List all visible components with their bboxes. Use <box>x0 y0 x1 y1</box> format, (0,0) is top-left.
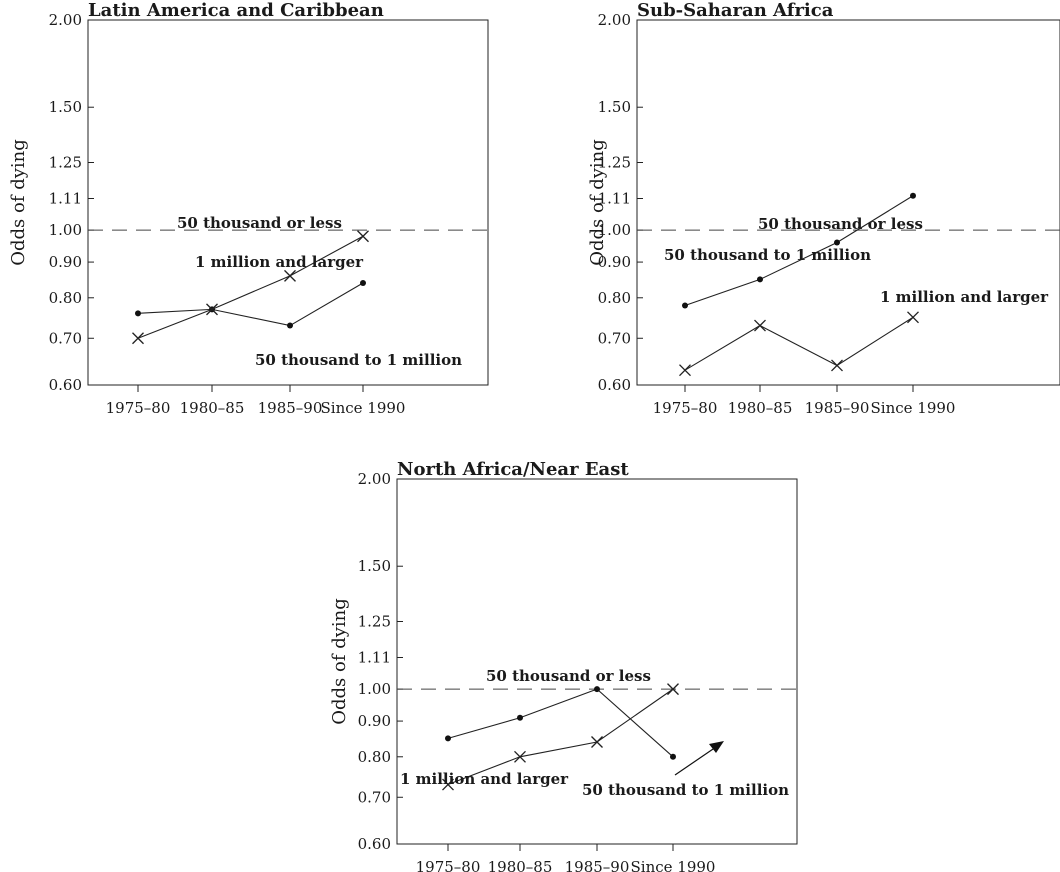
data-point-dot <box>360 279 366 286</box>
y-tick-label: 0.80 <box>358 748 391 766</box>
y-tick-label: 1.50 <box>358 557 391 575</box>
y-tick-label: 1.25 <box>49 153 82 171</box>
series-line-medium-city <box>137 282 364 327</box>
y-tick-label: 1.25 <box>598 153 631 171</box>
x-tick-label: 1985–90 <box>258 399 323 417</box>
y-tick-label: 0.90 <box>49 253 82 271</box>
chart-panel-2: Sub-Saharan Africa 2.00 1.50 1.25 1.11 1.00 0.… <box>587 0 1060 417</box>
y-tick-label: 0.90 <box>598 253 631 271</box>
data-point-x <box>754 319 766 332</box>
data-point-x <box>591 736 603 748</box>
data-point-dot <box>910 192 916 199</box>
y-tick-label: 1.50 <box>49 98 82 116</box>
plot-frame <box>87 19 489 386</box>
series-label: 1 million and larger <box>400 770 569 788</box>
data-point-dot <box>834 239 840 246</box>
x-tick-label: Since 1990 <box>871 399 956 417</box>
y-tick-label: 1.00 <box>49 221 82 239</box>
x-tick-label: 1985–90 <box>565 858 630 872</box>
y-tick-label: 1.00 <box>598 221 631 239</box>
y-tick-label: 1.11 <box>49 189 82 207</box>
data-point-x <box>442 778 454 791</box>
x-tick-label: 1980–85 <box>180 399 245 417</box>
y-axis-label: Odds of dying <box>587 139 608 266</box>
data-point-dot <box>135 310 141 317</box>
y-tick-label: 0.70 <box>598 329 631 347</box>
data-point-x <box>667 683 679 696</box>
y-tick-label: 0.80 <box>598 289 631 307</box>
reference-line-label: 50 thousand or less <box>177 214 342 232</box>
y-tick-label: 1.11 <box>598 189 631 207</box>
series-line-large-city <box>447 688 674 786</box>
y-axis-label: Odds of dying <box>329 598 350 725</box>
x-tick-label: 1980–85 <box>728 399 793 417</box>
y-tick-label: 1.25 <box>358 612 391 630</box>
y-tick-label: 2.00 <box>358 470 391 488</box>
chart-title: Latin America and Caribbean <box>88 0 384 21</box>
data-point-x <box>284 269 296 282</box>
plot-frame <box>636 19 1060 386</box>
y-tick-label: 0.90 <box>358 712 391 730</box>
y-tick-label: 0.80 <box>49 289 82 307</box>
x-tick-label: 1980–85 <box>488 858 553 872</box>
data-point-dot <box>594 686 600 693</box>
x-tick-label: Since 1990 <box>321 399 406 417</box>
data-point-x <box>206 303 218 316</box>
x-tick-label: Since 1990 <box>631 858 716 872</box>
y-tick-label: 0.70 <box>49 329 82 347</box>
y-tick-label: 0.60 <box>358 835 391 853</box>
series-label: 50 thousand to 1 million <box>664 246 871 264</box>
y-tick-label: 2.00 <box>598 11 631 29</box>
y-tick-label: 0.70 <box>358 788 391 806</box>
annotation-arrow <box>674 741 724 776</box>
data-point-dot <box>445 735 451 742</box>
y-axis-label: Odds of dying <box>8 139 29 266</box>
series-label: 1 million and larger <box>195 253 364 271</box>
series-label: 50 thousand to 1 million <box>582 781 789 799</box>
y-tick-label: 0.60 <box>598 376 631 394</box>
data-point-x <box>831 359 843 372</box>
chart-panel-3: North Africa/Near East 2.00 1.50 1.25 1.11 1.… <box>329 459 798 872</box>
chart-panel-1: Latin America and Caribbean 2.00 1.50 1.25 1… <box>8 0 489 417</box>
data-point-dot <box>287 322 293 329</box>
chart-title: North Africa/Near East <box>397 459 629 480</box>
data-point-dot <box>757 276 763 283</box>
data-point-dot <box>517 714 523 721</box>
series-line-medium-city <box>447 688 674 758</box>
y-tick-label: 1.11 <box>358 648 391 666</box>
series-line-medium-city <box>684 195 914 306</box>
y-tick-label: 0.60 <box>49 376 82 394</box>
reference-line-label: 50 thousand or less <box>486 667 651 685</box>
series-label: 1 million and larger <box>880 288 1049 306</box>
x-tick-label: 1985–90 <box>805 399 870 417</box>
chart-title: Sub-Saharan Africa <box>637 0 834 21</box>
data-point-dot <box>682 302 688 309</box>
data-point-x <box>514 750 526 763</box>
y-tick-label: 2.00 <box>49 11 82 29</box>
data-point-x <box>679 364 691 377</box>
series-line-large-city <box>137 235 364 339</box>
x-tick-label: 1975–80 <box>106 399 171 417</box>
series-line-large-city <box>684 316 914 371</box>
data-point-x <box>907 311 919 324</box>
data-point-x <box>357 230 369 243</box>
reference-line-label: 50 thousand or less <box>758 215 923 233</box>
y-tick-label: 1.50 <box>598 98 631 116</box>
x-tick-label: 1975–80 <box>653 399 718 417</box>
data-point-dot <box>670 753 676 760</box>
x-tick-label: 1975–80 <box>416 858 481 872</box>
y-tick-label: 1.00 <box>358 680 391 698</box>
series-label: 50 thousand to 1 million <box>255 351 462 369</box>
data-point-x <box>132 332 144 345</box>
